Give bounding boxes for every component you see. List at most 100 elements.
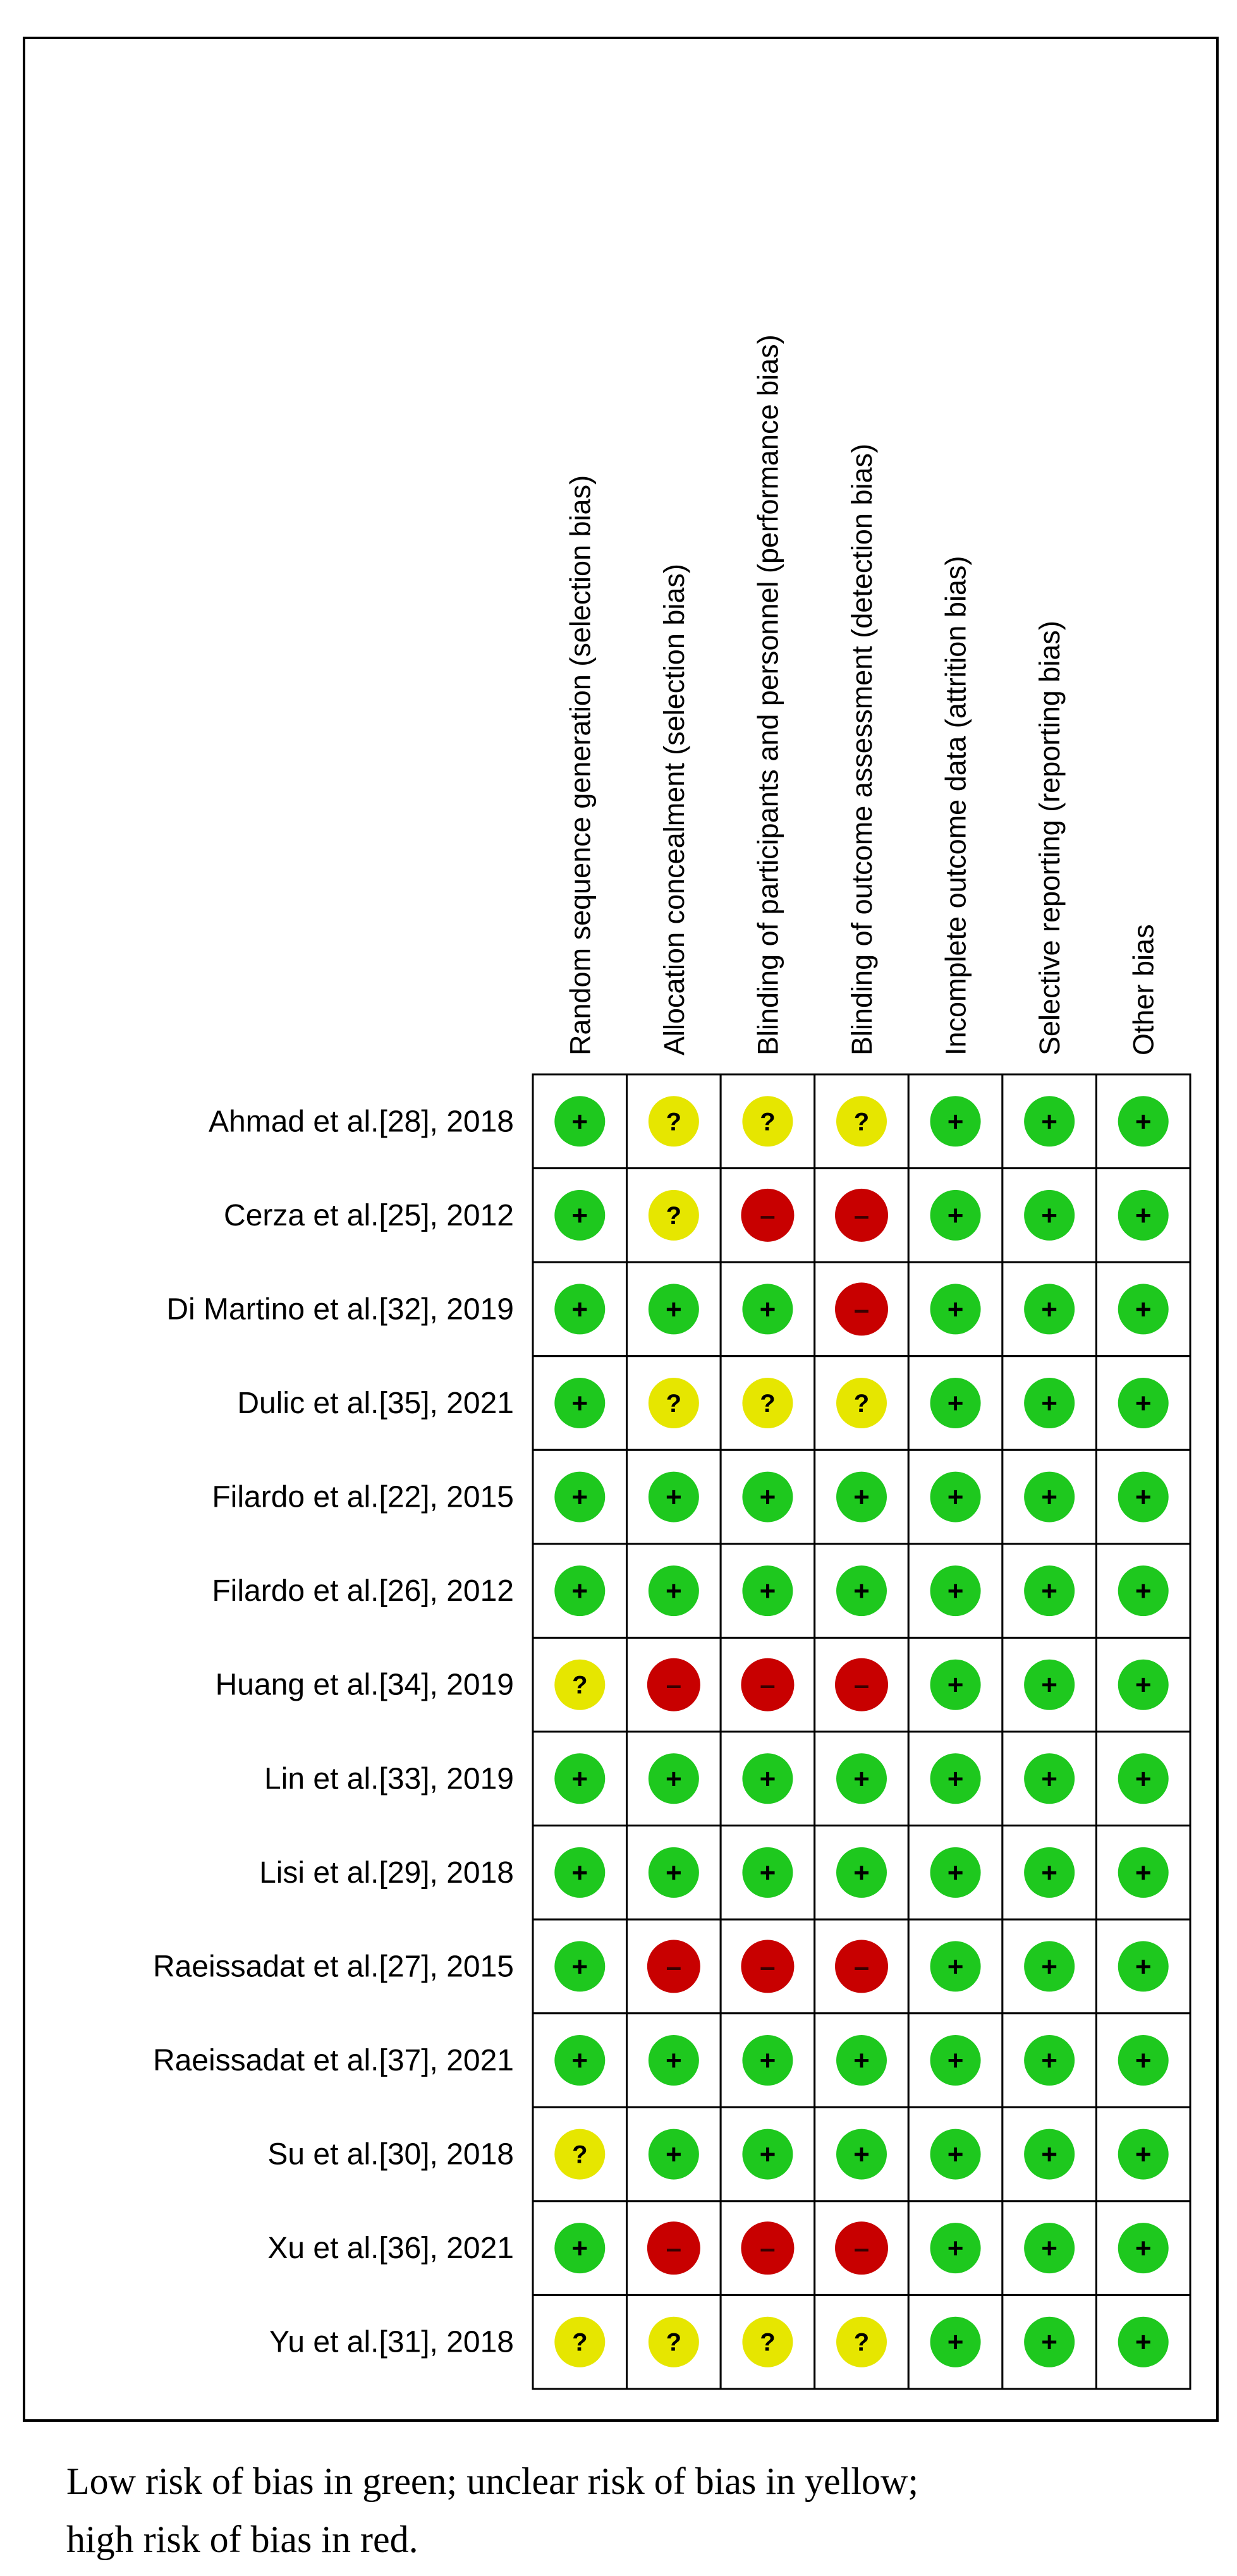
judgement-low-marker	[742, 2035, 793, 2086]
domain-header-3: Blinding of participants and personnel (…	[752, 334, 784, 1055]
judgement-low-marker	[930, 1096, 981, 1147]
judgement-low-symbol: +	[571, 1106, 588, 1137]
judgement-low-symbol: +	[948, 2327, 964, 2358]
study-label-raeissadat-et-al-37-2021: Raeissadat et al.[37], 2021	[153, 2044, 514, 2077]
judgement-low-symbol: +	[853, 2139, 870, 2170]
judgement-low-marker	[742, 1753, 793, 1804]
judgement-high-symbol: –	[760, 2233, 775, 2264]
caption: Low risk of bias in green; unclear risk …	[66, 2452, 1217, 2568]
judgement-low-symbol: +	[1135, 1294, 1152, 1325]
judgement-low-marker	[930, 1471, 981, 1522]
judgement-unclear-marker	[742, 2316, 793, 2367]
judgement-low-symbol: +	[1041, 1763, 1057, 1794]
judgement-low-marker	[1118, 1565, 1169, 1617]
judgement-unclear-symbol: ?	[854, 1108, 869, 1136]
judgement-low-marker	[742, 1284, 793, 1335]
domain-header-1: Random sequence generation (selection bi…	[564, 475, 596, 1055]
judgement-low-marker	[1024, 1753, 1075, 1804]
study-label-yu-et-al-31-2018: Yu et al.[31], 2018	[269, 2326, 514, 2359]
judgement-low-marker	[1024, 1378, 1075, 1428]
judgement-low-symbol: +	[1135, 2045, 1152, 2076]
study-label-xu-et-al-36-2021: Xu et al.[36], 2021	[267, 2232, 514, 2265]
judgement-low-symbol: +	[571, 2045, 588, 2076]
judgement-low-marker	[648, 1847, 699, 1898]
judgement-low-symbol: +	[1135, 2327, 1152, 2358]
judgement-low-symbol: +	[853, 1576, 870, 1607]
judgement-low-symbol: +	[571, 1763, 588, 1794]
judgement-unclear-marker	[554, 2129, 606, 2180]
judgement-low-symbol: +	[948, 1670, 964, 1701]
judgement-unclear-symbol: ?	[760, 1108, 775, 1136]
judgement-low-symbol: +	[571, 1294, 588, 1325]
judgement-low-symbol: +	[948, 1106, 964, 1137]
judgement-low-marker	[554, 2223, 606, 2274]
judgement-low-symbol: +	[760, 2045, 776, 2076]
study-label-filardo-et-al-22-2015: Filardo et al.[22], 2015	[212, 1481, 514, 1514]
judgement-low-marker	[1118, 1096, 1169, 1147]
judgement-high-marker	[835, 1940, 888, 1993]
judgement-high-marker	[741, 1658, 795, 1711]
judgement-low-symbol: +	[948, 1388, 964, 1419]
study-label-filardo-et-al-26-2012: Filardo et al.[26], 2012	[212, 1574, 514, 1608]
judgement-low-marker	[554, 1189, 606, 1241]
judgement-high-symbol: –	[854, 1951, 869, 1982]
judgement-low-symbol: +	[948, 1576, 964, 1607]
judgement-high-symbol: –	[760, 1670, 775, 1701]
judgement-low-symbol: +	[571, 1482, 588, 1513]
judgement-low-symbol: +	[853, 1857, 870, 1888]
judgement-low-symbol: +	[1041, 1482, 1057, 1513]
judgement-low-marker	[1024, 1471, 1075, 1522]
judgement-low-symbol: +	[571, 1576, 588, 1607]
judgement-low-symbol: +	[948, 1951, 964, 1982]
judgement-unclear-symbol: ?	[666, 2329, 681, 2357]
judgement-low-marker	[930, 1847, 981, 1898]
judgement-low-symbol: +	[571, 1200, 588, 1231]
judgement-low-symbol: +	[1041, 2139, 1057, 2170]
judgement-low-marker	[1024, 1847, 1075, 1898]
study-label-raeissadat-et-al-27-2015: Raeissadat et al.[27], 2015	[153, 1950, 514, 1983]
judgement-grid: +??? + + + +? – – + + + + + + – + + + +??? + + + + + + + + + + + + + + +…	[532, 1073, 1191, 2390]
judgement-low-symbol: +	[1135, 1951, 1152, 1982]
judgement-unclear-symbol: ?	[666, 1390, 681, 1418]
judgement-low-symbol: +	[760, 1482, 776, 1513]
judgement-high-symbol: –	[666, 2233, 681, 2264]
judgement-low-marker	[1118, 1471, 1169, 1522]
judgement-low-symbol: +	[571, 1388, 588, 1419]
judgement-low-symbol: +	[853, 1482, 870, 1513]
judgement-low-symbol: +	[760, 1857, 776, 1888]
judgement-low-marker	[1024, 1565, 1075, 1617]
judgement-high-symbol: –	[854, 1200, 869, 1231]
judgement-high-marker	[647, 1658, 700, 1711]
judgement-low-marker	[930, 2129, 981, 2180]
judgement-low-symbol: +	[1041, 2233, 1057, 2264]
study-label-ahmad-et-al-28-2018: Ahmad et al.[28], 2018	[209, 1105, 514, 1138]
judgement-high-marker	[741, 1188, 795, 1242]
judgement-low-marker	[930, 2223, 981, 2274]
judgement-low-symbol: +	[1041, 1857, 1057, 1888]
judgement-low-symbol: +	[1135, 1200, 1152, 1231]
judgement-low-symbol: +	[948, 2139, 964, 2170]
judgement-unclear-symbol: ?	[572, 1672, 587, 1699]
judgement-high-symbol: –	[760, 1951, 775, 1982]
study-label-lin-et-al-33-2019: Lin et al.[33], 2019	[264, 1762, 514, 1795]
judgement-low-marker	[554, 1565, 606, 1617]
judgement-low-symbol: +	[760, 1294, 776, 1325]
judgement-low-symbol: +	[1041, 1388, 1057, 1419]
judgement-low-marker	[930, 1753, 981, 1804]
judgement-low-marker	[554, 1284, 606, 1335]
judgement-low-marker	[554, 1941, 606, 1992]
judgement-low-marker	[1024, 1189, 1075, 1241]
judgement-low-marker	[1024, 2129, 1075, 2180]
judgement-unclear-symbol: ?	[760, 2329, 775, 2357]
judgement-low-marker	[1024, 2035, 1075, 2086]
judgement-low-marker	[1024, 2316, 1075, 2367]
judgement-low-marker	[1118, 2035, 1169, 2086]
domain-header-2: Allocation concealment (selection bias)	[658, 564, 690, 1055]
judgement-low-marker	[1118, 2129, 1169, 2180]
judgement-unclear-symbol: ?	[760, 1390, 775, 1418]
caption-line-2: high risk of bias in red.	[66, 2518, 418, 2560]
judgement-low-marker	[1024, 2223, 1075, 2274]
judgement-low-marker	[1024, 1941, 1075, 1992]
judgement-high-marker	[835, 2221, 888, 2275]
